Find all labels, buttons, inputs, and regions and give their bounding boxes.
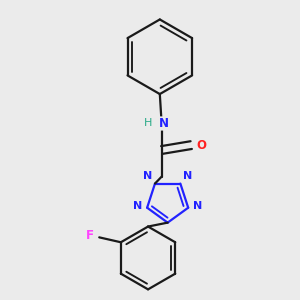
Text: N: N [143,171,153,181]
Text: N: N [183,171,192,181]
Text: N: N [194,201,202,211]
Text: N: N [133,201,142,211]
Text: O: O [196,139,206,152]
Text: F: F [85,229,93,242]
Text: H: H [144,118,152,128]
Text: N: N [159,117,169,130]
